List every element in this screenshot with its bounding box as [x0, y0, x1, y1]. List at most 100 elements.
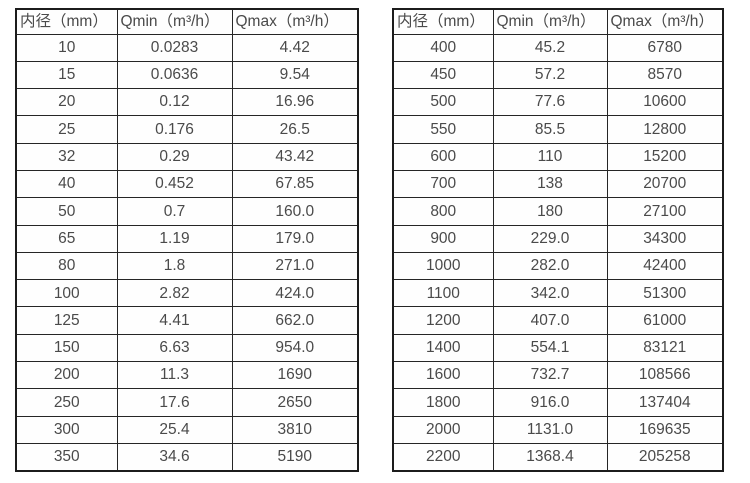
table-row: 10 0.0283 4.42	[15, 33, 359, 62]
qmax-cell: 160.0	[231, 197, 359, 226]
table-row: 1100 342.0 51300	[392, 279, 724, 308]
qmax-cell: 34300	[606, 224, 724, 253]
column-header-2: Qmax（m³/h）	[606, 8, 724, 35]
table-row: 800 180 27100	[392, 197, 724, 226]
diameter-cell: 15	[15, 60, 118, 90]
qmin-cell: 916.0	[492, 388, 608, 417]
qmin-cell: 11.3	[116, 361, 233, 390]
table-row: 550 85.5 12800	[392, 115, 724, 144]
diameter-cell: 1400	[392, 333, 494, 363]
qmin-cell: 0.452	[116, 169, 233, 199]
qmin-cell: 0.7	[116, 197, 233, 226]
diameter-cell: 350	[15, 442, 118, 472]
diameter-cell: 150	[15, 333, 118, 363]
qmax-cell: 12800	[606, 115, 724, 144]
qmax-cell: 1690	[231, 361, 359, 390]
qmax-cell: 271.0	[231, 251, 359, 281]
qmax-cell: 27100	[606, 197, 724, 226]
table-row: 15 0.0636 9.54	[15, 60, 359, 90]
flow-range-table-small-diameters: 内径（mm） Qmin（m³/h） Qmax（m³/h） 10 0.0283 4.42 15…	[15, 8, 359, 472]
diameter-cell: 200	[15, 361, 118, 390]
diameter-cell: 20	[15, 88, 118, 117]
qmax-cell: 83121	[606, 333, 724, 363]
diameter-cell: 250	[15, 388, 118, 417]
diameter-cell: 65	[15, 224, 118, 253]
qmin-cell: 554.1	[492, 333, 608, 363]
table-row: 600 110 15200	[392, 142, 724, 171]
diameter-cell: 2200	[392, 442, 494, 472]
header-row: 内径（mm） Qmin（m³/h） Qmax（m³/h）	[15, 8, 359, 35]
qmin-cell: 1131.0	[492, 415, 608, 444]
qmin-cell: 25.4	[116, 415, 233, 444]
qmax-cell: 5190	[231, 442, 359, 472]
column-header-2: Qmax（m³/h）	[231, 8, 359, 35]
table-row: 700 138 20700	[392, 169, 724, 199]
qmin-cell: 732.7	[492, 361, 608, 390]
diameter-cell: 1200	[392, 306, 494, 335]
diameter-cell: 900	[392, 224, 494, 253]
qmax-cell: 42400	[606, 251, 724, 281]
qmin-cell: 407.0	[492, 306, 608, 335]
table-row: 1600 732.7 108566	[392, 361, 724, 390]
qmin-cell: 180	[492, 197, 608, 226]
table-row: 40 0.452 67.85	[15, 169, 359, 199]
table-row: 100 2.82 424.0	[15, 279, 359, 308]
qmax-cell: 179.0	[231, 224, 359, 253]
diameter-cell: 700	[392, 169, 494, 199]
qmin-cell: 229.0	[492, 224, 608, 253]
qmin-cell: 17.6	[116, 388, 233, 417]
qmax-cell: 205258	[606, 442, 724, 472]
diameter-cell: 450	[392, 60, 494, 90]
diameter-cell: 600	[392, 142, 494, 171]
qmin-cell: 77.6	[492, 88, 608, 117]
qmax-cell: 15200	[606, 142, 724, 171]
table-row: 2000 1131.0 169635	[392, 415, 724, 444]
table-row: 350 34.6 5190	[15, 442, 359, 472]
column-header-1: Qmin（m³/h）	[492, 8, 608, 35]
table-row: 900 229.0 34300	[392, 224, 724, 253]
table-row: 80 1.8 271.0	[15, 251, 359, 281]
qmin-cell: 0.12	[116, 88, 233, 117]
qmax-cell: 43.42	[231, 142, 359, 171]
table-row: 150 6.63 954.0	[15, 333, 359, 363]
qmin-cell: 110	[492, 142, 608, 171]
column-header-0: 内径（mm）	[15, 8, 118, 35]
diameter-cell: 40	[15, 169, 118, 199]
qmax-cell: 61000	[606, 306, 724, 335]
table-row: 400 45.2 6780	[392, 33, 724, 62]
diameter-cell: 2000	[392, 415, 494, 444]
qmin-cell: 85.5	[492, 115, 608, 144]
diameter-cell: 800	[392, 197, 494, 226]
diameter-cell: 1600	[392, 361, 494, 390]
flow-range-table-large-diameters: 内径（mm） Qmin（m³/h） Qmax（m³/h） 400 45.2 6780 450…	[392, 8, 724, 472]
qmax-cell: 20700	[606, 169, 724, 199]
qmin-cell: 1.19	[116, 224, 233, 253]
table-row: 1000 282.0 42400	[392, 251, 724, 281]
qmin-cell: 0.176	[116, 115, 233, 144]
diameter-cell: 80	[15, 251, 118, 281]
table-row: 25 0.176 26.5	[15, 115, 359, 144]
qmin-cell: 1368.4	[492, 442, 608, 472]
qmax-cell: 424.0	[231, 279, 359, 308]
qmin-cell: 6.63	[116, 333, 233, 363]
qmax-cell: 4.42	[231, 33, 359, 62]
diameter-cell: 1800	[392, 388, 494, 417]
diameter-cell: 300	[15, 415, 118, 444]
qmax-cell: 8570	[606, 60, 724, 90]
qmin-cell: 138	[492, 169, 608, 199]
table-row: 200 11.3 1690	[15, 361, 359, 390]
table-row: 20 0.12 16.96	[15, 88, 359, 117]
table-row: 2200 1368.4 205258	[392, 442, 724, 472]
qmax-cell: 10600	[606, 88, 724, 117]
table-row: 500 77.6 10600	[392, 88, 724, 117]
diameter-cell: 100	[15, 279, 118, 308]
qmax-cell: 9.54	[231, 60, 359, 90]
qmax-cell: 954.0	[231, 333, 359, 363]
diameter-cell: 1000	[392, 251, 494, 281]
table-row: 1400 554.1 83121	[392, 333, 724, 363]
column-header-1: Qmin（m³/h）	[116, 8, 233, 35]
diameter-cell: 400	[392, 33, 494, 62]
diameter-cell: 125	[15, 306, 118, 335]
qmin-cell: 0.0636	[116, 60, 233, 90]
table-row: 300 25.4 3810	[15, 415, 359, 444]
